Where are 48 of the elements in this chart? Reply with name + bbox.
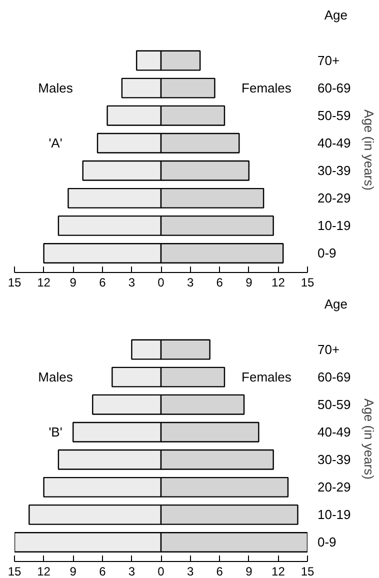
x-tick-label: 6 [99,564,106,578]
x-tick-label: 9 [246,564,253,578]
y-tick-label: 30-39 [318,163,351,178]
series-label: Males [38,370,74,385]
y-tick-label: 50-59 [318,397,351,412]
x-tick-label: 15 [300,276,314,290]
text: Age [324,296,348,312]
y-tick-label: 0-9 [318,534,336,550]
y-tick-label: 60-69 [318,370,351,385]
x-tick-label: 3 [128,276,136,290]
x-tick-label: 9 [70,276,77,290]
y-tick-label: 60-69 [318,80,351,96]
series-label: Females [242,80,292,96]
x-tick-label: 15 [300,564,314,578]
x-tick-label: 0 [158,276,165,290]
y-tick-label: 40-49 [318,424,351,440]
x-tick-label: 3 [128,564,136,578]
y-tick-label: 30-39 [318,452,351,468]
x-tick-label: 15 [8,276,22,290]
y-tick-label: 10-19 [318,218,351,234]
x-tick-label: 3 [186,276,194,290]
annotation: 'A' [48,136,62,151]
x-tick-label: 6 [216,564,224,578]
y-tick-label: 20-29 [318,190,351,206]
x-tick-label: 6 [216,276,224,290]
annotation: 'B' [48,424,62,440]
y-tick-label: 0-9 [318,246,336,261]
x-tick-label: 12 [272,276,286,290]
x-tick-label: 15 [8,564,22,578]
y-tick-label: 70+ [318,53,340,68]
series-label: Females [242,370,292,385]
x-tick-label: 6 [99,276,106,290]
y-tick-label: 40-49 [318,136,351,151]
x-tick-label: 9 [246,276,253,290]
x-tick-label: 0 [158,564,165,578]
x-tick-label: 12 [272,564,286,578]
x-tick-label: 12 [37,276,51,290]
y-tick-label: 70+ [318,342,340,358]
x-tick-label: 9 [70,564,77,578]
text: Age [324,8,348,22]
y-tick-label: 20-29 [318,480,351,495]
text: Males [38,80,74,96]
x-tick-label: 3 [186,564,194,578]
y-axis-title: Age (in years) [362,398,377,480]
y-tick-label: 50-59 [318,108,351,124]
y-axis-title: Age (in years) [362,110,377,190]
y-tick-label: 10-19 [318,507,351,522]
x-tick-label: 12 [37,564,51,578]
